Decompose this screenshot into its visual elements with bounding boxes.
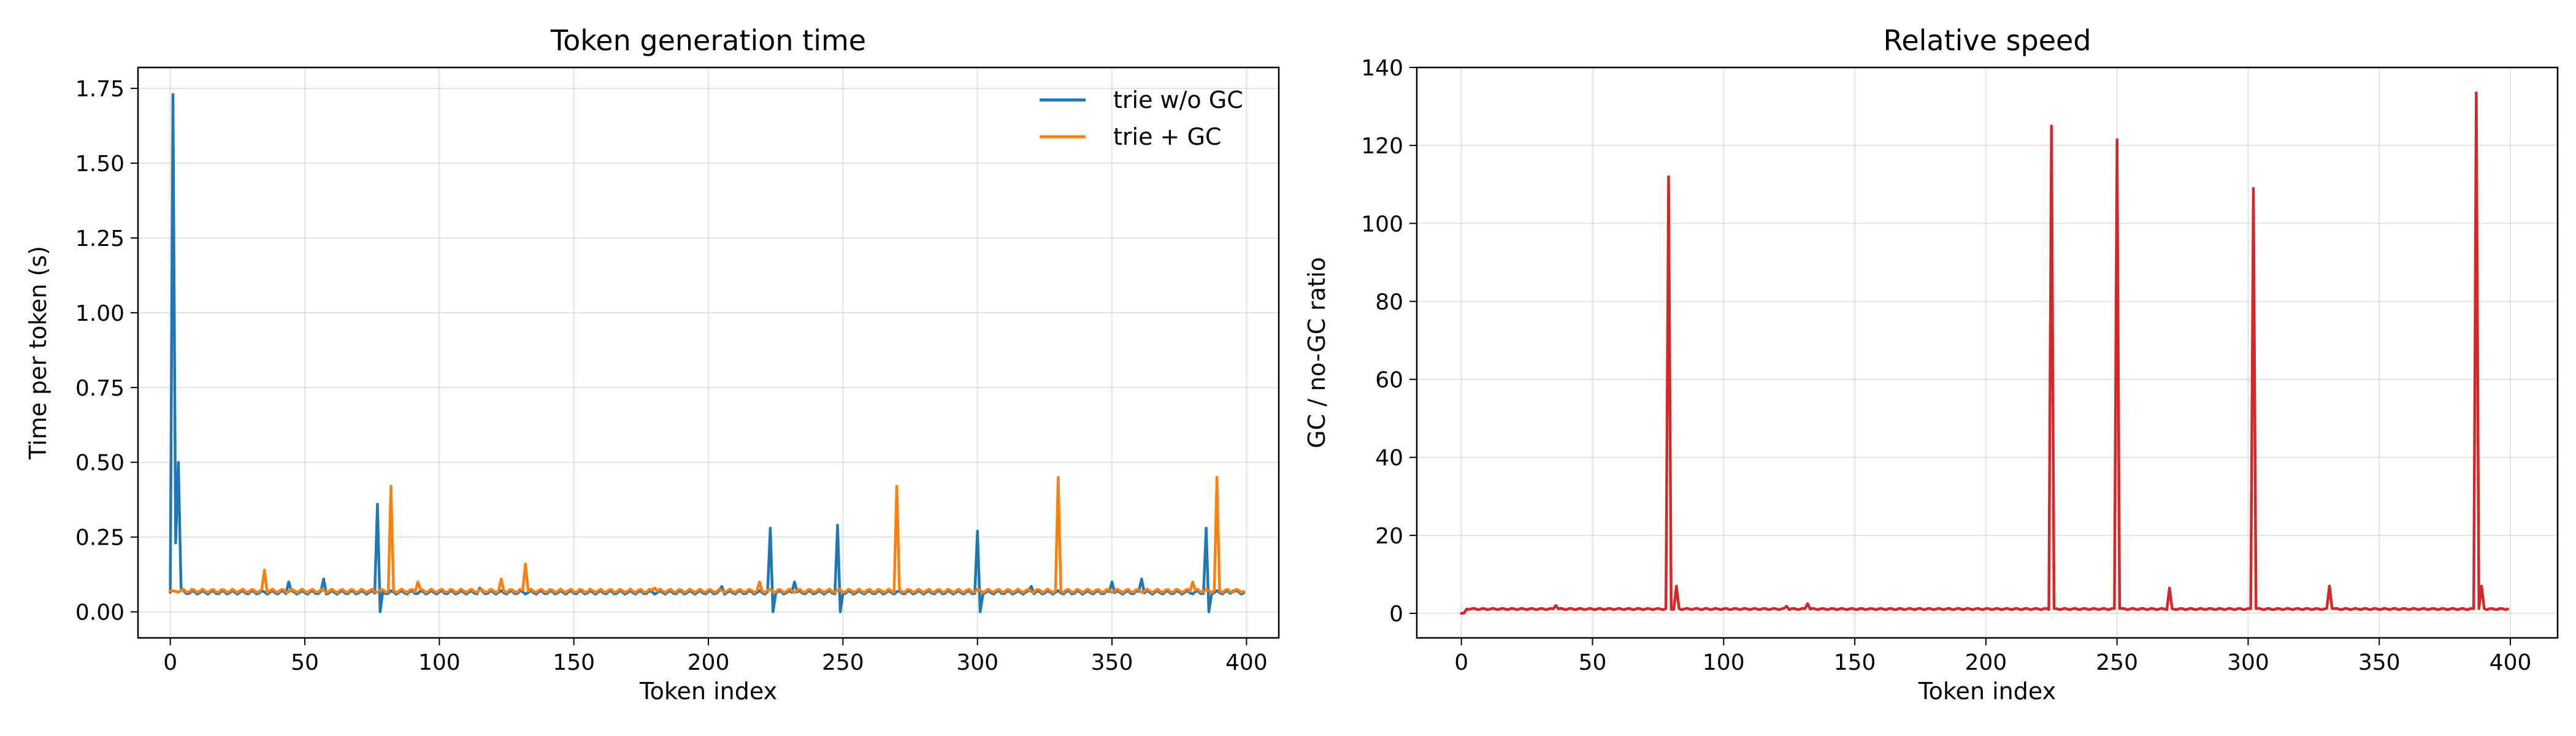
series-line-0	[1460, 91, 2510, 615]
x-tick-label: 100	[418, 650, 461, 675]
y-tick-label: 20	[1375, 524, 1403, 549]
x-tick-label: 400	[2490, 650, 2532, 675]
y-tick-label: 120	[1361, 134, 1403, 159]
series-line-1	[169, 475, 1246, 594]
ticks: 0 50 100 150 200 250 300 350 400 0.00 0.25 0.50 0.75…	[75, 77, 1268, 675]
legend-label-trie-wo-gc: trie w/o GC	[1113, 86, 1243, 113]
y-tick-label: 0.25	[75, 526, 125, 551]
token-generation-time-chart: 0 50 100 150 200 250 300 350 400 0.00 0.25 0.50 0.75…	[25, 24, 1280, 705]
x-tick-label: 300	[956, 650, 999, 675]
x-tick-label: 50	[1579, 650, 1607, 675]
series-layer	[1460, 91, 2510, 615]
y-tick-label: 1.75	[75, 77, 125, 102]
y-tick-label: 100	[1361, 212, 1403, 237]
y-tick-label: 140	[1361, 56, 1403, 81]
relative-speed-chart: 0 50 100 150 200 250 300 350 400 0 20 40 60 80 100 120 1…	[1303, 24, 2559, 705]
x-tick-label: 0	[163, 650, 177, 675]
y-tick-label: 60	[1375, 368, 1403, 393]
x-tick-label: 50	[291, 650, 319, 675]
y-tick-label: 0.00	[75, 600, 125, 626]
y-tick-label: 80	[1375, 289, 1403, 315]
y-tick-label: 0.50	[75, 451, 125, 476]
y-tick-label: 1.25	[75, 226, 125, 251]
chart-title: Token generation time	[550, 24, 866, 57]
y-tick-label: 0.75	[75, 376, 125, 401]
chart-title: Relative speed	[1883, 24, 2091, 57]
x-tick-label: 200	[1965, 650, 2007, 675]
x-axis-label: Token index	[1918, 678, 2056, 705]
x-tick-label: 100	[1703, 650, 1745, 675]
x-tick-label: 350	[2358, 650, 2401, 675]
x-tick-label: 0	[1454, 650, 1468, 675]
x-tick-label: 150	[553, 650, 595, 675]
ticks: 0 50 100 150 200 250 300 350 400 0 20 40 60 80 100 120 1…	[1361, 56, 2531, 675]
y-axis-label: Time per token (s)	[25, 246, 52, 460]
x-tick-label: 150	[1834, 650, 1876, 675]
axes-frame	[1416, 66, 2559, 639]
x-tick-label: 250	[822, 650, 864, 675]
y-tick-label: 1.00	[75, 301, 125, 326]
legend-label-trie-gc: trie + GC	[1113, 123, 1221, 150]
x-axis-label: Token index	[639, 678, 777, 705]
x-tick-label: 400	[1225, 650, 1268, 675]
y-tick-label: 40	[1375, 446, 1403, 471]
y-tick-label: 0	[1389, 602, 1403, 627]
legend: trie w/o GC trie + GC	[1040, 86, 1243, 150]
y-tick-label: 1.50	[75, 151, 125, 177]
x-tick-label: 200	[688, 650, 730, 675]
grid	[138, 67, 1279, 638]
y-axis-label: GC / no-GC ratio	[1303, 257, 1330, 448]
x-tick-label: 300	[2227, 650, 2269, 675]
x-tick-label: 250	[2096, 650, 2138, 675]
series-layer	[169, 93, 1246, 613]
x-tick-label: 350	[1091, 650, 1133, 675]
